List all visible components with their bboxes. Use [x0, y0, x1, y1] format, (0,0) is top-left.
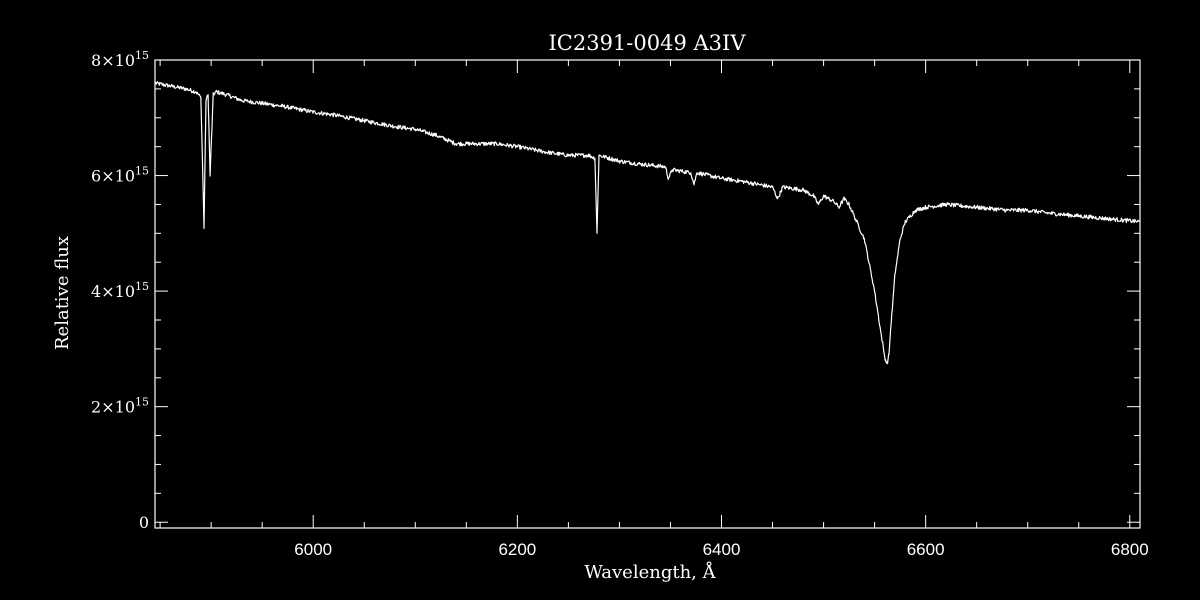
plot-frame — [154, 59, 1141, 529]
y-axis-label: Relative flux — [52, 236, 73, 350]
axis-ticks — [155, 59, 1140, 528]
x-tick-label: 6400 — [703, 540, 741, 559]
y-tick-label: 4×1015 — [91, 280, 149, 301]
y-tick-label: 0 — [139, 513, 149, 532]
x-tick-label: 6200 — [498, 540, 536, 559]
y-tick-label: 2×1015 — [91, 396, 149, 417]
y-tick-label: 6×1015 — [91, 165, 149, 186]
plot-border — [154, 59, 1141, 529]
chart-title: IC2391-0049 A3IV — [548, 31, 746, 55]
x-tick-label: 6600 — [907, 540, 945, 559]
x-tick-labels: 6000 6200 6400 6600 6800 — [294, 540, 1148, 559]
y-tick-label: 8×1015 — [91, 49, 149, 70]
y-tick-labels: 0 2×1015 4×1015 6×1015 8×1015 — [91, 49, 149, 532]
flux-series-line — [154, 81, 1141, 365]
x-tick-label: 6800 — [1111, 540, 1149, 559]
x-axis-label: Wavelength, Å — [584, 561, 716, 583]
x-tick-label: 6000 — [294, 540, 332, 559]
